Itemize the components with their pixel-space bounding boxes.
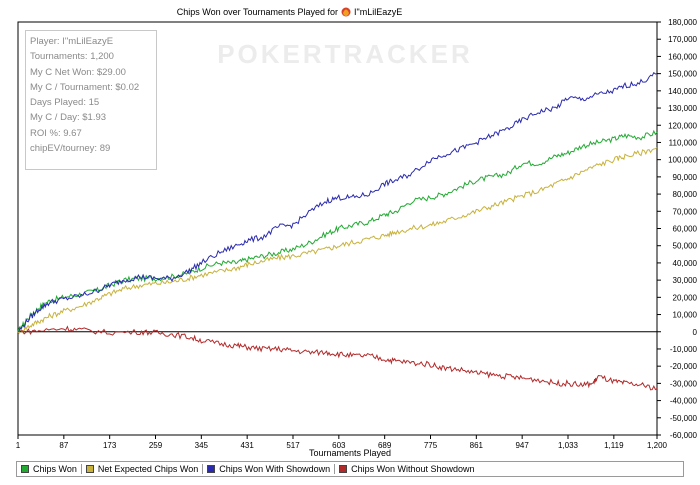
player-icon xyxy=(341,7,351,17)
y-tick-label: -30,000 xyxy=(670,379,698,388)
x-tick-label: 173 xyxy=(103,441,117,450)
legend-item-chips-won[interactable]: Chips Won xyxy=(17,464,77,474)
x-tick-label: 603 xyxy=(332,441,346,450)
legend-swatch xyxy=(21,465,29,473)
stat-net-won: My C Net Won: $29.00 xyxy=(30,66,126,78)
y-tick-label: -60,000 xyxy=(670,431,698,440)
y-tick-label: 110,000 xyxy=(669,138,698,147)
series-line-net-expected-chips-won xyxy=(17,147,658,335)
y-tick-label: 170,000 xyxy=(668,35,697,44)
y-tick-label: 10,000 xyxy=(673,311,698,320)
x-tick-label: 87 xyxy=(59,441,68,450)
x-tick-label: 689 xyxy=(378,441,392,450)
stat-chipev: chipEV/tourney: 89 xyxy=(30,143,111,155)
y-tick-label: 100,000 xyxy=(668,156,697,165)
watermark: POKERTRACKER xyxy=(217,39,473,69)
x-tick-label: 775 xyxy=(424,441,438,450)
stat-days-played: Days Played: 15 xyxy=(30,97,100,109)
x-tick-label: 1,119 xyxy=(604,441,624,450)
x-tick-label: 517 xyxy=(286,441,300,450)
series-line-chips-won xyxy=(17,129,658,332)
x-tick-label: 431 xyxy=(240,441,254,450)
series-line-chips-won-without-showdown xyxy=(17,325,658,391)
y-tick-label: 70,000 xyxy=(673,207,698,216)
y-tick-label: -10,000 xyxy=(670,345,698,354)
legend-label: Chips Won xyxy=(33,464,77,474)
legend-item-net-expected[interactable]: Net Expected Chips Won xyxy=(80,464,199,474)
stat-per-day: My C / Day: $1.93 xyxy=(30,112,107,124)
chart-player-name: I"mLilEazyE xyxy=(354,7,402,17)
y-tick-label: -50,000 xyxy=(670,414,698,423)
stat-player: Player: I"mLilEazyE xyxy=(30,36,114,47)
legend-label: Chips Won With Showdown xyxy=(219,464,331,474)
y-tick-label: 30,000 xyxy=(673,276,698,285)
chart-title: Chips Won over Tournaments Played for xyxy=(177,7,338,17)
y-tick-label: 150,000 xyxy=(668,70,697,79)
y-tick-label: 40,000 xyxy=(673,259,698,268)
x-tick-label: 861 xyxy=(470,441,484,450)
y-tick-label: 90,000 xyxy=(673,173,698,182)
legend-label: Net Expected Chips Won xyxy=(97,464,199,474)
y-tick-label: 50,000 xyxy=(673,242,698,251)
stat-tournaments: Tournaments: 1,200 xyxy=(30,51,114,63)
chart-legend: Chips Won Net Expected Chips Won Chips W… xyxy=(16,461,684,477)
legend-label: Chips Won Without Showdown xyxy=(351,464,475,474)
legend-swatch xyxy=(207,465,216,473)
x-axis-label: Tournaments Played xyxy=(309,448,391,458)
y-tick-label: 120,000 xyxy=(668,121,697,130)
series-line-chips-won-with-showdown xyxy=(17,71,658,333)
x-tick-label: 1 xyxy=(16,441,21,450)
x-tick-label: 1,200 xyxy=(647,441,668,450)
legend-swatch xyxy=(85,465,94,473)
stat-roi: ROI %: 9.67 xyxy=(30,127,82,139)
stats-info-box: Player: I"mLilEazyE Tournaments: 1,200 M… xyxy=(25,30,157,170)
legend-item-without-showdown[interactable]: Chips Won Without Showdown xyxy=(334,464,475,474)
legend-item-with-showdown[interactable]: Chips Won With Showdown xyxy=(202,464,330,474)
y-tick-label: 60,000 xyxy=(673,225,698,234)
y-tick-label: 80,000 xyxy=(673,190,698,199)
y-tick-label: -40,000 xyxy=(670,397,698,406)
x-tick-label: 259 xyxy=(149,441,163,450)
y-tick-label: -20,000 xyxy=(670,362,698,371)
legend-swatch xyxy=(339,465,348,473)
x-tick-label: 947 xyxy=(515,441,529,450)
x-tick-label: 1,033 xyxy=(558,441,579,450)
y-tick-label: 160,000 xyxy=(668,52,697,61)
y-tick-label: 140,000 xyxy=(668,87,697,96)
y-tick-label: 0 xyxy=(693,328,698,337)
y-tick-label: 180,000 xyxy=(668,18,697,27)
stat-per-tournament: My C / Tournament: $0.02 xyxy=(30,81,140,93)
x-tick-label: 345 xyxy=(195,441,209,450)
y-tick-label: 130,000 xyxy=(668,104,697,113)
y-tick-label: 20,000 xyxy=(673,293,698,302)
